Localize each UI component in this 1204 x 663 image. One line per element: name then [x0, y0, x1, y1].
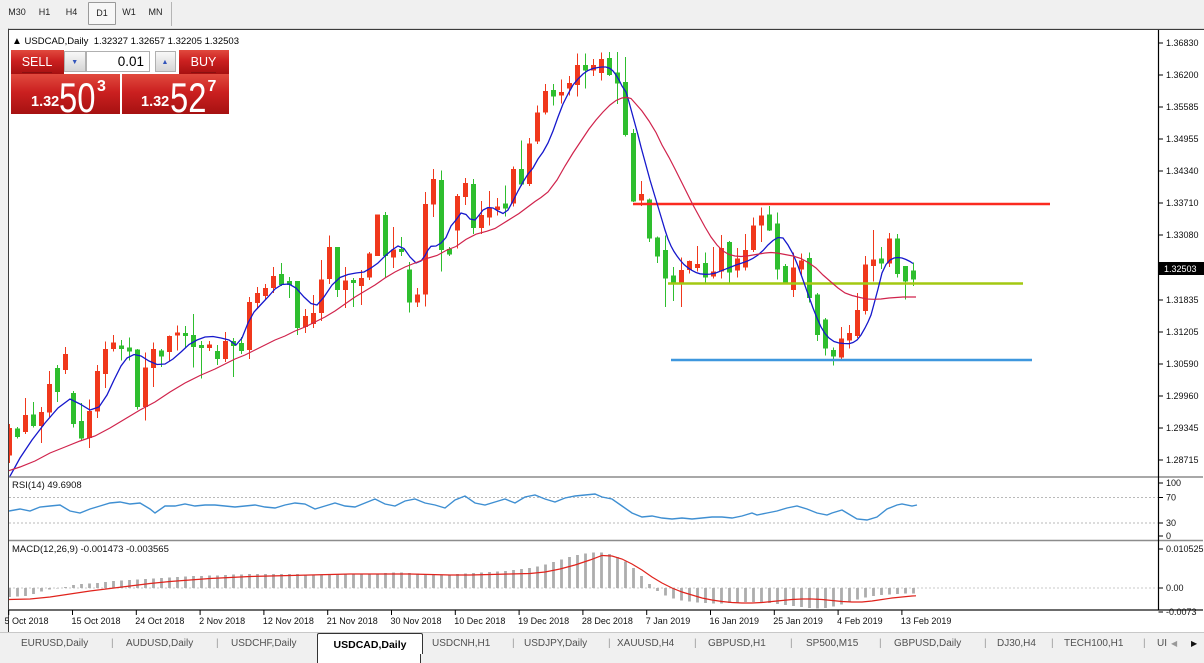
svg-text:1.34955: 1.34955 [1166, 134, 1199, 144]
svg-text:1.36200: 1.36200 [1166, 70, 1199, 80]
svg-text:13 Feb 2019: 13 Feb 2019 [901, 616, 952, 626]
svg-text:1.33710: 1.33710 [1166, 198, 1199, 208]
svg-text:100: 100 [1166, 478, 1181, 488]
svg-text:1.35585: 1.35585 [1166, 102, 1199, 112]
svg-text:RSI(14) 49.6908: RSI(14) 49.6908 [12, 480, 82, 491]
svg-text:0.00: 0.00 [1166, 583, 1184, 593]
svg-text:4 Feb 2019: 4 Feb 2019 [837, 616, 883, 626]
svg-text:MACD(12,26,9) -0.001473 -0.003: MACD(12,26,9) -0.001473 -0.003565 [12, 544, 169, 555]
svg-text:1.30590: 1.30590 [1166, 359, 1199, 369]
svg-text:1.31205: 1.31205 [1166, 327, 1199, 337]
svg-text:7 Jan 2019: 7 Jan 2019 [646, 616, 691, 626]
svg-text:24 Oct 2018: 24 Oct 2018 [135, 616, 184, 626]
svg-text:1.32503: 1.32503 [1164, 264, 1197, 274]
svg-text:1.33080: 1.33080 [1166, 230, 1199, 240]
svg-text:1.29960: 1.29960 [1166, 391, 1199, 401]
svg-text:5 Oct 2018: 5 Oct 2018 [5, 616, 49, 626]
svg-text:1.31835: 1.31835 [1166, 295, 1199, 305]
svg-text:10 Dec 2018: 10 Dec 2018 [454, 616, 505, 626]
svg-text:12 Nov 2018: 12 Nov 2018 [263, 616, 314, 626]
svg-text:1.36830: 1.36830 [1166, 38, 1199, 48]
svg-text:19 Dec 2018: 19 Dec 2018 [518, 616, 569, 626]
svg-text:1.29345: 1.29345 [1166, 423, 1199, 433]
svg-text:0.010525: 0.010525 [1166, 544, 1204, 554]
svg-text:30 Nov 2018: 30 Nov 2018 [391, 616, 442, 626]
svg-text:28 Dec 2018: 28 Dec 2018 [582, 616, 633, 626]
svg-text:70: 70 [1166, 493, 1176, 503]
svg-text:15 Oct 2018: 15 Oct 2018 [72, 616, 121, 626]
svg-text:0: 0 [1166, 531, 1171, 541]
svg-text:16 Jan 2019: 16 Jan 2019 [710, 616, 760, 626]
svg-text:30: 30 [1166, 518, 1176, 528]
svg-text:1.28715: 1.28715 [1166, 455, 1199, 465]
svg-text:-0.0073: -0.0073 [1166, 607, 1197, 617]
svg-text:2 Nov 2018: 2 Nov 2018 [199, 616, 245, 626]
svg-text:21 Nov 2018: 21 Nov 2018 [327, 616, 378, 626]
svg-text:25 Jan 2019: 25 Jan 2019 [773, 616, 823, 626]
svg-text:1.34340: 1.34340 [1166, 166, 1199, 176]
